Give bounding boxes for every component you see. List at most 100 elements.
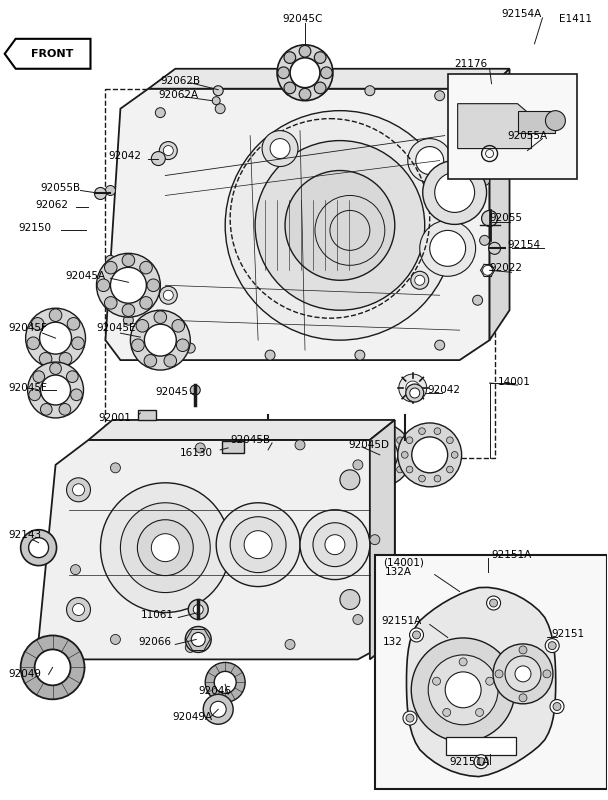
Bar	[446, 737, 516, 754]
Circle shape	[50, 362, 61, 374]
Circle shape	[193, 605, 203, 614]
Circle shape	[550, 699, 564, 714]
Text: 92151A: 92151A	[492, 550, 532, 560]
Text: 92154A: 92154A	[502, 9, 542, 19]
Circle shape	[369, 475, 376, 482]
Circle shape	[486, 596, 500, 610]
Text: 92045D: 92045D	[348, 440, 389, 450]
Circle shape	[396, 437, 403, 443]
Circle shape	[459, 658, 467, 666]
Text: 92049A: 92049A	[172, 712, 212, 722]
Circle shape	[445, 672, 481, 708]
Circle shape	[396, 466, 403, 473]
Circle shape	[545, 110, 565, 130]
Circle shape	[255, 462, 265, 471]
Text: FRONT: FRONT	[32, 49, 74, 58]
Circle shape	[27, 337, 40, 350]
Circle shape	[214, 671, 236, 694]
Circle shape	[206, 662, 245, 702]
Circle shape	[483, 266, 492, 275]
Circle shape	[406, 381, 420, 395]
Circle shape	[486, 678, 494, 685]
Circle shape	[41, 375, 71, 405]
Circle shape	[21, 530, 57, 566]
Text: 92055B: 92055B	[41, 183, 81, 194]
Circle shape	[154, 311, 167, 323]
Circle shape	[164, 290, 173, 300]
Circle shape	[40, 322, 72, 354]
Circle shape	[72, 603, 85, 615]
Circle shape	[505, 656, 541, 692]
Circle shape	[430, 230, 466, 266]
Circle shape	[398, 423, 461, 487]
Circle shape	[340, 590, 360, 610]
Circle shape	[493, 644, 553, 704]
Circle shape	[419, 475, 426, 482]
Circle shape	[144, 324, 176, 356]
Circle shape	[49, 309, 62, 322]
Circle shape	[384, 475, 391, 482]
Circle shape	[111, 463, 120, 473]
Circle shape	[105, 297, 117, 309]
Circle shape	[21, 635, 85, 699]
Circle shape	[185, 343, 195, 353]
Text: 92045A: 92045A	[66, 271, 106, 282]
Circle shape	[480, 235, 489, 246]
Circle shape	[225, 110, 455, 340]
Circle shape	[474, 754, 488, 769]
Circle shape	[265, 350, 275, 360]
Circle shape	[100, 483, 230, 613]
Circle shape	[362, 437, 398, 473]
Circle shape	[284, 52, 295, 63]
Circle shape	[67, 318, 80, 330]
Circle shape	[489, 242, 500, 254]
Circle shape	[545, 638, 559, 653]
Circle shape	[244, 530, 272, 558]
Bar	[139, 410, 156, 420]
Circle shape	[281, 449, 291, 459]
Circle shape	[66, 478, 91, 502]
Circle shape	[423, 161, 486, 225]
Circle shape	[406, 437, 413, 443]
Circle shape	[176, 339, 189, 351]
Circle shape	[284, 82, 295, 94]
Circle shape	[105, 186, 116, 195]
Circle shape	[147, 279, 160, 291]
Text: 92066: 92066	[139, 638, 171, 647]
Circle shape	[66, 598, 91, 622]
Circle shape	[123, 315, 133, 325]
Circle shape	[299, 88, 311, 100]
Circle shape	[32, 318, 44, 330]
Circle shape	[203, 694, 233, 724]
Circle shape	[419, 428, 426, 434]
Text: 92045: 92045	[155, 387, 188, 397]
Circle shape	[325, 534, 345, 554]
Circle shape	[406, 466, 413, 473]
Circle shape	[410, 388, 420, 398]
Polygon shape	[89, 420, 395, 440]
Circle shape	[313, 522, 357, 566]
Text: 92042: 92042	[427, 385, 461, 395]
Circle shape	[59, 353, 72, 365]
Circle shape	[97, 279, 110, 291]
Circle shape	[271, 462, 281, 471]
Circle shape	[410, 628, 424, 642]
Circle shape	[314, 82, 326, 94]
Bar	[105, 89, 494, 458]
Circle shape	[435, 173, 475, 213]
Circle shape	[285, 170, 395, 280]
Text: 92151A: 92151A	[450, 757, 490, 767]
Text: 92055: 92055	[489, 214, 522, 223]
Circle shape	[446, 437, 453, 443]
Circle shape	[353, 614, 363, 625]
Circle shape	[195, 443, 206, 453]
Text: 92151: 92151	[551, 630, 584, 639]
Text: 92150: 92150	[19, 223, 52, 234]
Circle shape	[263, 426, 273, 436]
Circle shape	[210, 702, 226, 718]
Text: 92046: 92046	[198, 686, 231, 696]
Circle shape	[295, 440, 305, 450]
Circle shape	[480, 175, 489, 186]
Circle shape	[406, 714, 414, 722]
Circle shape	[122, 304, 135, 317]
